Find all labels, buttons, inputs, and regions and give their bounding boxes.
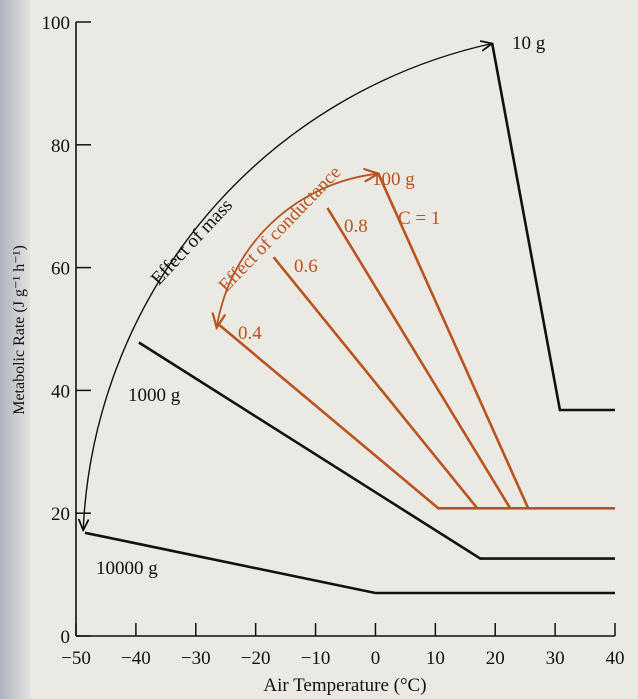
y-tick-label: 100	[42, 13, 71, 34]
x-tick-label: −40	[121, 648, 151, 669]
x-tick-label: −20	[241, 648, 271, 669]
series-line-1000-g	[138, 341, 615, 560]
y-axis: 0 20 40 60 80 100 Metabolic Rate (J g⁻¹ h⁻¹)	[11, 13, 91, 648]
y-axis-label: Metabolic Rate (J g⁻¹ h⁻¹)	[11, 245, 28, 415]
series-lines	[84, 43, 615, 595]
label-10000g: 10000 g	[96, 558, 158, 579]
x-axis-label: Air Temperature (°C)	[263, 675, 426, 696]
y-ticks: 0 20 40 60 80 100	[42, 13, 91, 648]
effect-arcs	[83, 44, 492, 531]
x-tick-label: 20	[486, 648, 505, 669]
page-edge-shadow	[0, 0, 30, 699]
effect-of-conductance-arc	[217, 174, 379, 328]
x-tick-label: 40	[606, 648, 625, 669]
label-06: 0.6	[294, 256, 318, 277]
y-tick-label: 80	[51, 136, 70, 157]
x-ticks: −50 −40 −30 −20 −10 0 10 20 30 40	[61, 623, 625, 669]
x-tick-label: −30	[181, 648, 211, 669]
series-line-10-g	[490, 43, 615, 412]
x-tick-label: 10	[426, 648, 445, 669]
y-tick-label: 0	[61, 627, 71, 648]
label-100g: 100 g	[372, 169, 415, 190]
label-10g: 10 g	[512, 33, 546, 54]
x-tick-label: 0	[371, 648, 381, 669]
x-axis: −50 −40 −30 −20 −10 0 10 20 30 40 Air Temperature…	[61, 623, 625, 696]
x-tick-label: −50	[61, 648, 91, 669]
label-c1: C = 1	[398, 208, 440, 229]
y-tick-label: 20	[51, 504, 70, 525]
label-08: 0.8	[344, 216, 368, 237]
effect-of-conductance-label: Effect of conductance	[215, 162, 346, 296]
label-1000g: 1000 g	[128, 385, 181, 406]
x-tick-label: −10	[301, 648, 331, 669]
y-tick-label: 40	[51, 381, 70, 402]
series-line-0-4	[218, 324, 615, 510]
x-tick-label: 30	[546, 648, 565, 669]
label-04: 0.4	[238, 323, 262, 344]
effect-of-mass-arc	[83, 44, 492, 531]
series-line-10000-g	[84, 531, 615, 595]
series-line-0-6	[272, 256, 479, 510]
y-tick-label: 60	[51, 259, 70, 280]
